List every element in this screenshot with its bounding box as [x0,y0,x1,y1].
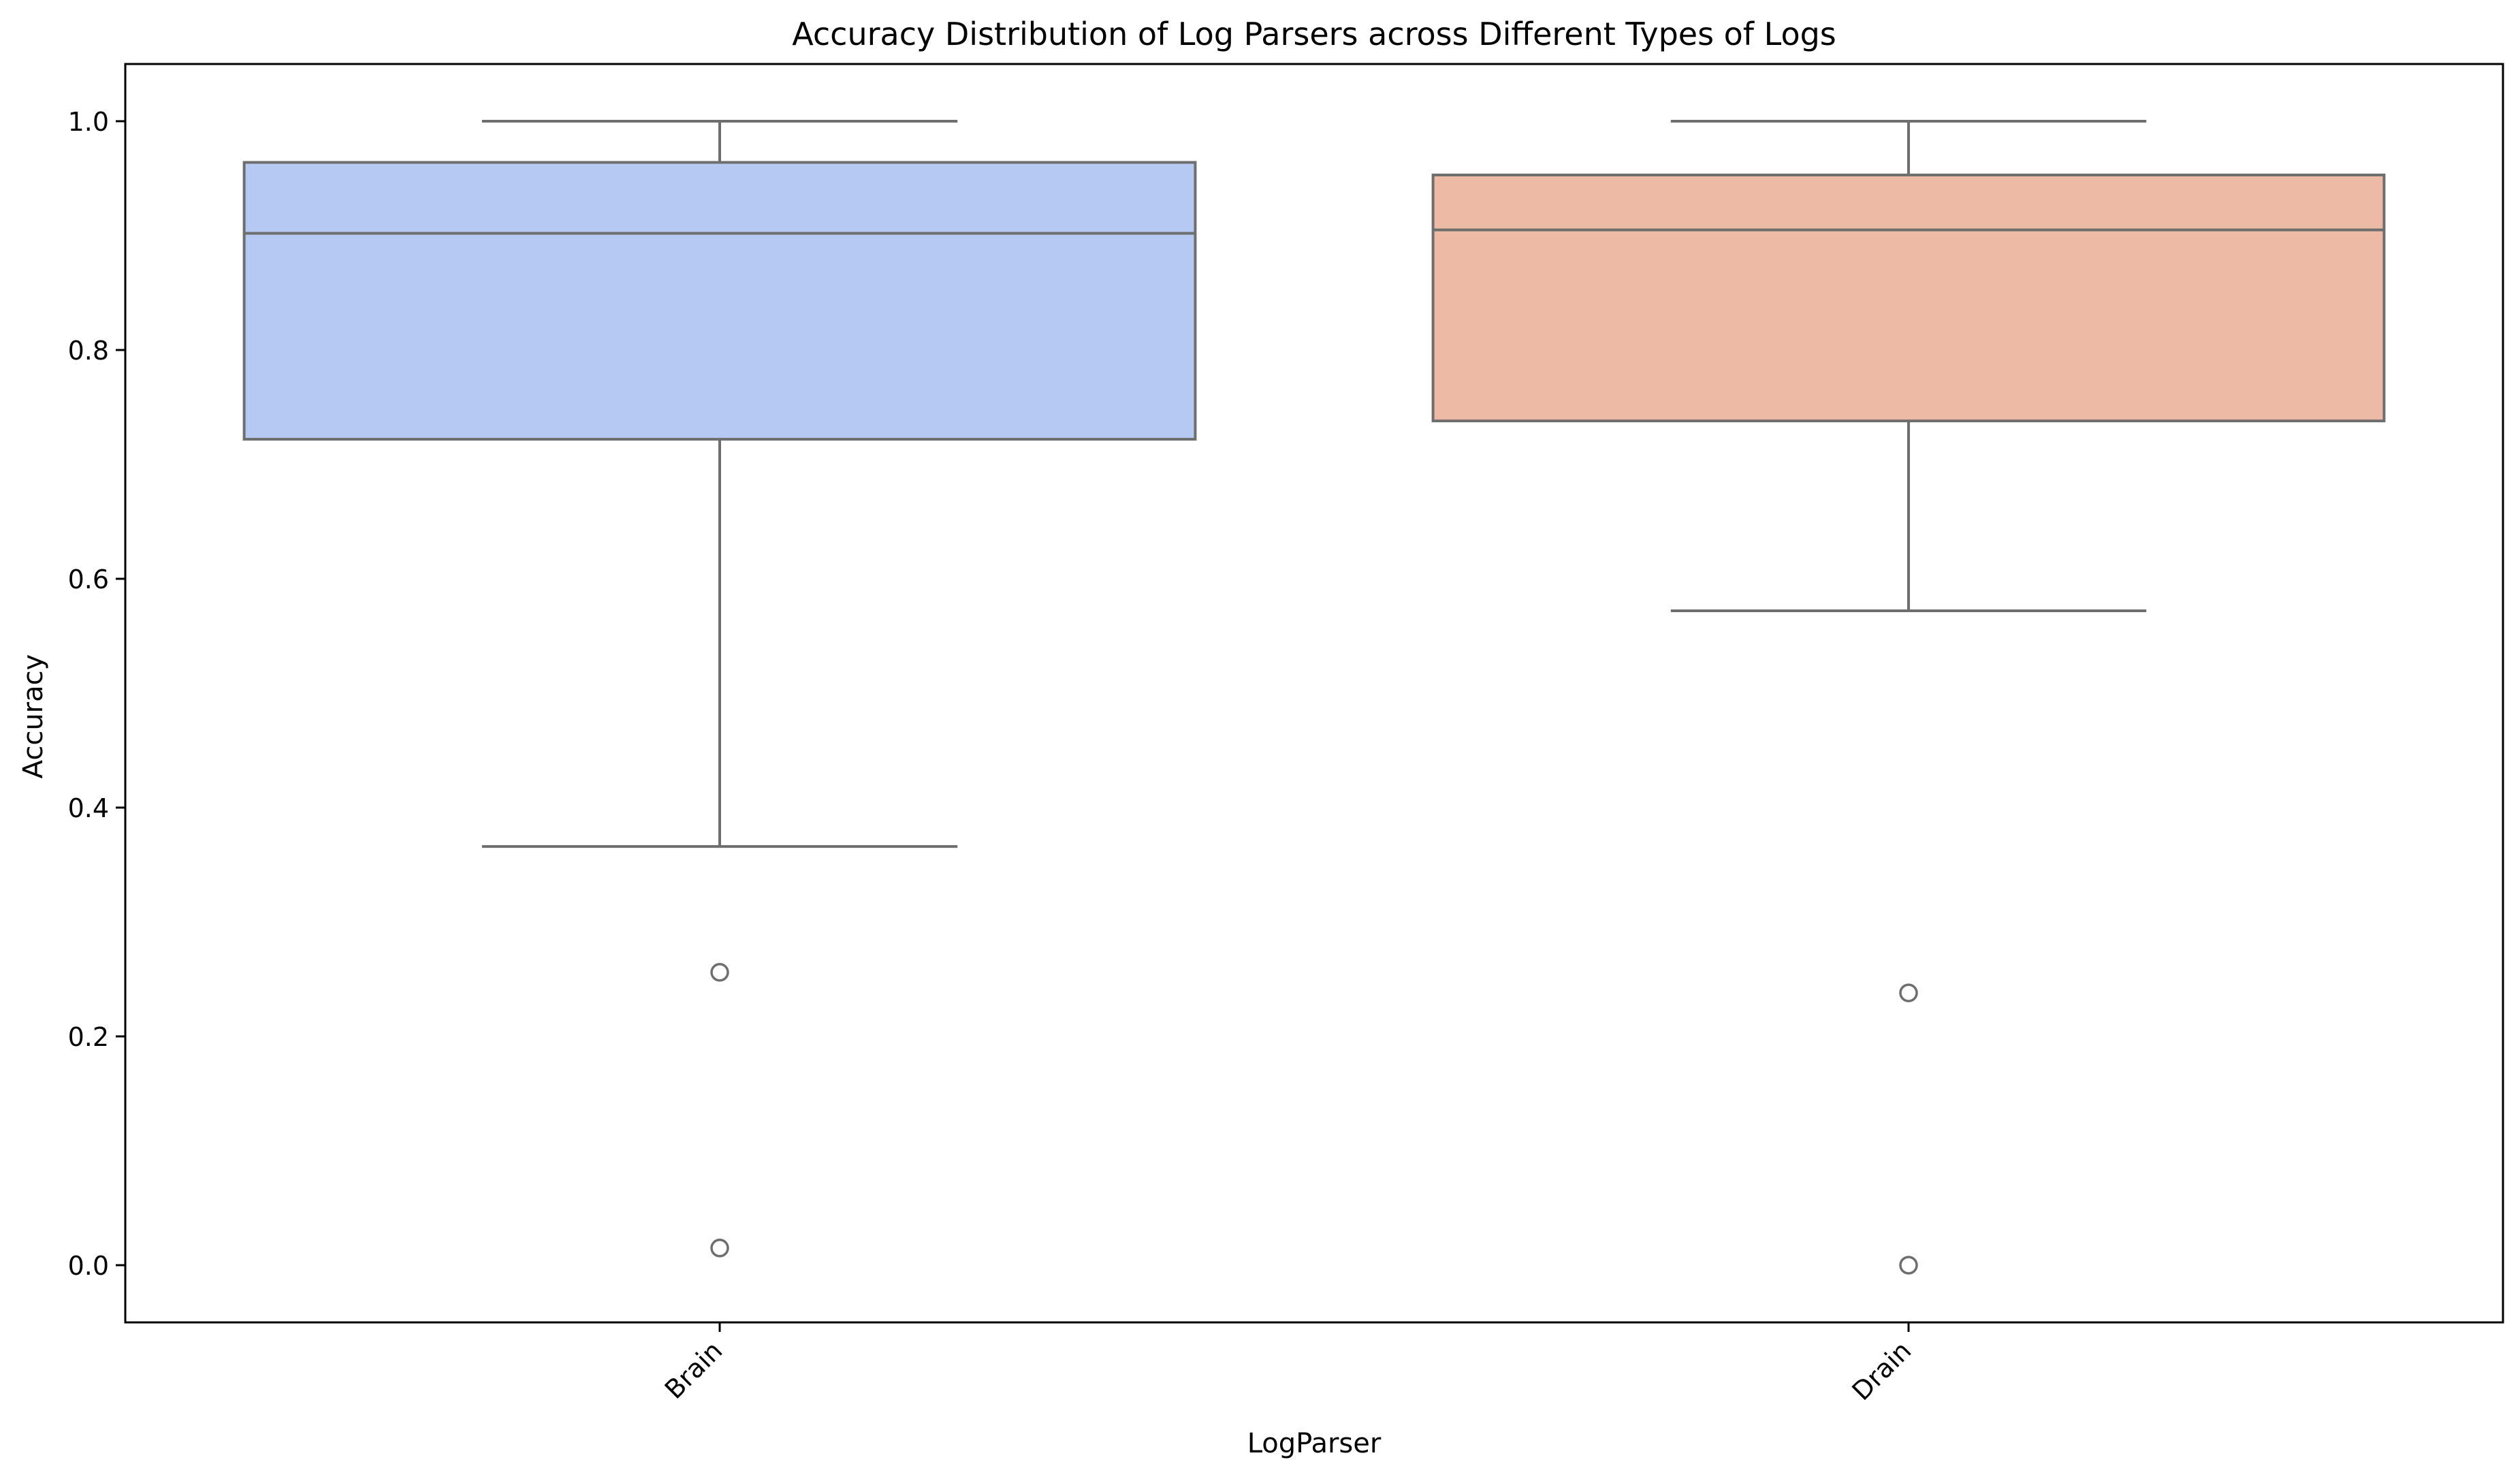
y-tick-label: 0.0 [68,1251,109,1281]
box-group-drain [1431,120,2386,1275]
x-tick-label: Brain [659,1335,729,1405]
box-marks [242,120,2386,1275]
outlier-point [710,963,729,982]
y-axis-label: Accuracy [18,654,49,779]
box-group-brain [242,120,1197,1258]
box-iqr [242,161,1197,441]
y-tick-label: 0.2 [68,1022,109,1052]
outlier-point [1899,1256,1918,1275]
outlier-point [710,1239,729,1258]
x-tick-label: Drain [1847,1335,1917,1406]
outlier-point [1899,983,1918,1002]
y-tick-label: 0.6 [68,564,109,594]
box-iqr [1431,173,2386,423]
x-axis-label: LogParser [1247,1428,1382,1459]
y-tick-label: 0.8 [68,336,109,366]
y-tick-label: 1.0 [68,107,109,137]
axes-frame [124,63,2504,1324]
chart-title: Accuracy Distribution of Log Parsers acr… [792,16,1836,52]
y-tick-label: 0.4 [68,793,109,823]
